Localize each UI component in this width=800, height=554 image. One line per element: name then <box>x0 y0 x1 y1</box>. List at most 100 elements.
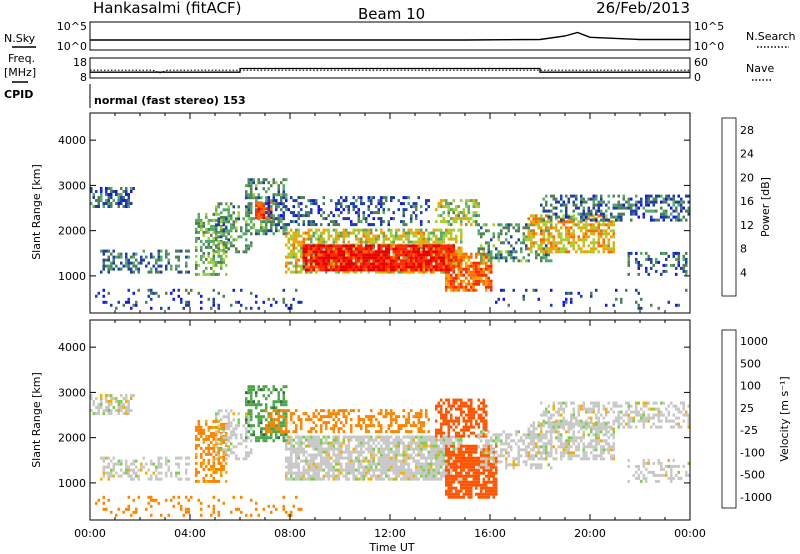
heatmap-cell <box>130 261 133 265</box>
heatmap-cell <box>320 415 323 419</box>
heatmap-cell <box>302 256 305 260</box>
heatmap-cell <box>122 303 125 307</box>
heatmap-cell <box>205 230 208 234</box>
heatmap-cell <box>437 247 440 251</box>
heatmap-cell <box>397 265 400 269</box>
heatmap-cell <box>310 441 313 445</box>
heatmap-cell <box>187 507 190 511</box>
heatmap-cell <box>352 474 355 478</box>
heatmap-cell <box>377 456 380 460</box>
heatmap-cell <box>290 462 293 466</box>
heatmap-cell <box>422 447 425 451</box>
heatmap-cell <box>477 270 480 274</box>
heatmap-cell <box>347 477 350 481</box>
heatmap-cell <box>385 253 388 257</box>
heatmap-cell <box>587 209 590 213</box>
heatmap-cell <box>507 229 510 233</box>
heatmap-cell <box>335 265 338 269</box>
heatmap-cell <box>372 268 375 272</box>
heatmap-cell <box>390 468 393 472</box>
heatmap-cell <box>245 223 248 227</box>
heatmap-cell <box>210 464 213 468</box>
heatmap-cell <box>452 264 455 268</box>
heatmap-cell <box>312 459 315 463</box>
heatmap-cell <box>122 205 125 208</box>
heatmap-cell <box>427 430 430 434</box>
heatmap-cell <box>425 447 428 451</box>
heatmap-cell <box>590 241 593 245</box>
heatmap-cell <box>412 459 415 463</box>
heatmap-cell <box>355 447 358 451</box>
heatmap-cell <box>187 462 190 466</box>
heatmap-cell <box>230 303 233 307</box>
heatmap-cell <box>380 447 383 451</box>
heatmap-cell <box>447 252 450 256</box>
heatmap-cell <box>295 430 298 434</box>
heatmap-cell <box>382 231 385 235</box>
heatmap-cell <box>212 437 215 441</box>
heatmap-cell <box>347 259 350 263</box>
heatmap-cell <box>357 444 360 448</box>
heatmap-cell <box>370 450 373 454</box>
heatmap-cell <box>122 190 125 193</box>
heatmap-cell <box>212 467 215 471</box>
heatmap-cell <box>125 300 128 304</box>
heatmap-cell <box>165 267 168 271</box>
heatmap-cell <box>600 194 603 198</box>
heatmap-cell <box>342 415 345 419</box>
heatmap-cell <box>310 262 313 266</box>
heatmap-cell <box>382 459 385 463</box>
heatmap-cell <box>447 214 450 218</box>
heatmap-cell <box>387 450 390 454</box>
heatmap-cell <box>290 465 293 469</box>
heatmap-cell <box>230 214 233 218</box>
heatmap-cell <box>245 211 248 215</box>
heatmap-cell <box>335 262 338 266</box>
heatmap-cell <box>677 254 680 258</box>
heatmap-cell <box>362 418 365 422</box>
heatmap-cell <box>365 471 368 475</box>
heatmap-cell <box>377 217 380 221</box>
heatmap-cell <box>557 241 560 245</box>
heatmap-cell <box>405 196 408 200</box>
heatmap-cell <box>462 285 465 289</box>
heatmap-cell <box>590 291 593 295</box>
heatmap-cell <box>137 474 140 478</box>
heatmap-cell <box>305 418 308 422</box>
heatmap-cell <box>375 462 378 466</box>
heatmap-cell <box>592 200 595 204</box>
heatmap-cell <box>380 435 383 439</box>
heatmap-cell <box>342 234 345 238</box>
heatmap-cell <box>270 421 273 425</box>
heatmap-cell <box>310 427 313 431</box>
heatmap-cell <box>222 425 225 429</box>
heatmap-cell <box>632 212 635 216</box>
heatmap-cell <box>260 388 263 392</box>
heatmap-cell <box>307 438 310 442</box>
heatmap-cell <box>282 430 285 434</box>
heatmap-cell <box>392 270 395 274</box>
heatmap-cell <box>195 443 198 447</box>
heatmap-cell <box>355 247 358 251</box>
heatmap-cell <box>292 297 295 301</box>
heatmap-cell <box>445 199 448 203</box>
heatmap-cell <box>590 247 593 251</box>
heatmap-cell <box>210 513 213 517</box>
heatmap-cell <box>357 265 360 269</box>
heatmap-cell <box>360 418 363 422</box>
heatmap-cell <box>367 268 370 272</box>
heatmap-cell <box>385 471 388 475</box>
heatmap-cell <box>360 244 363 248</box>
heatmap-cell <box>435 268 438 272</box>
heatmap-cell <box>120 468 123 472</box>
heatmap-cell <box>225 245 228 249</box>
heatmap-cell <box>377 199 380 203</box>
heatmap-cell <box>360 441 363 445</box>
heatmap-cell <box>255 300 258 304</box>
heatmap-cell <box>277 223 280 227</box>
heatmap-cell <box>90 202 93 205</box>
heatmap-cell <box>217 291 220 295</box>
heatmap-cell <box>322 256 325 260</box>
heatmap-cell <box>317 253 320 257</box>
heatmap-cell <box>335 468 338 472</box>
